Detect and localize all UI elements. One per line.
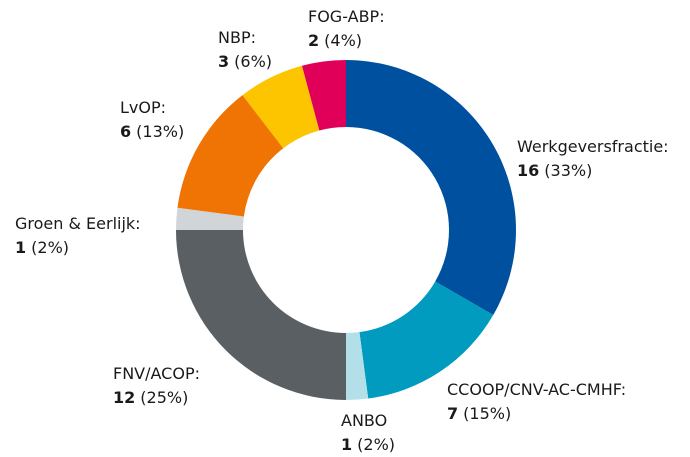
- slice-percent: (2%): [357, 435, 395, 454]
- slice-percent: (13%): [136, 122, 184, 141]
- slice-percent: (6%): [234, 52, 272, 71]
- slice-value-label: 2 (4%): [308, 31, 362, 50]
- slice-label: FNV/ACOP:: [113, 364, 200, 383]
- slice-value: 16: [517, 161, 539, 180]
- slice-value: 1: [341, 435, 352, 454]
- slice-label: LvOP:: [120, 98, 166, 117]
- donut-slice: [242, 65, 320, 149]
- slice-value: 2: [308, 31, 319, 50]
- slice-value-label: 1 (2%): [341, 435, 395, 454]
- slice-value: 12: [113, 388, 135, 407]
- donut-slice: [176, 207, 244, 230]
- slice-label: ANBO: [341, 411, 387, 430]
- slice-label: NBP:: [218, 28, 256, 47]
- slice-value: 7: [447, 404, 458, 423]
- slice-value: 6: [120, 122, 131, 141]
- slice-value: 1: [15, 238, 26, 257]
- slice-value-label: 12 (25%): [113, 388, 188, 407]
- slice-value-label: 1 (2%): [15, 238, 69, 257]
- slice-label: Werkgeversfractie:: [517, 137, 669, 156]
- donut-slice: [176, 230, 346, 400]
- slice-label: Groen & Eerlijk:: [15, 214, 141, 233]
- donut-slice: [346, 60, 516, 315]
- slice-value: 3: [218, 52, 229, 71]
- slice-percent: (33%): [544, 161, 592, 180]
- slice-percent: (2%): [31, 238, 69, 257]
- slice-percent: (25%): [140, 388, 188, 407]
- slice-value-label: 6 (13%): [120, 122, 184, 141]
- donut-slice: [177, 95, 284, 217]
- slice-value-label: 7 (15%): [447, 404, 511, 423]
- donut-slice: [346, 332, 369, 400]
- slice-label: CCOOP/CNV-AC-CMHF:: [447, 380, 626, 399]
- donut-slice: [359, 281, 494, 399]
- slice-label: FOG-ABP:: [308, 7, 385, 26]
- slice-percent: (4%): [324, 31, 362, 50]
- slice-percent: (15%): [463, 404, 511, 423]
- slice-value-label: 16 (33%): [517, 161, 592, 180]
- donut-slice: [302, 60, 346, 131]
- slice-value-label: 3 (6%): [218, 52, 272, 71]
